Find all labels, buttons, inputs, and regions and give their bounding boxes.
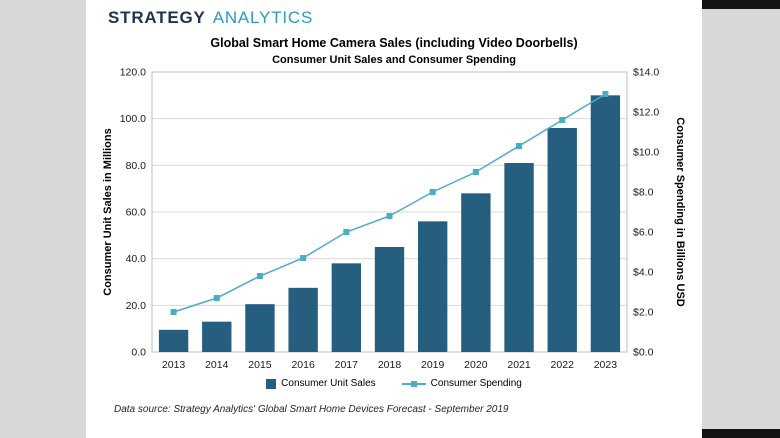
y-right-tick: $2.0: [633, 307, 654, 319]
chart-title: Global Smart Home Camera Sales (includin…: [210, 36, 578, 50]
brand-analytics: ANALYTICS: [212, 8, 314, 27]
bar-2018: [374, 247, 405, 352]
y-right-tick: $4.0: [633, 267, 654, 279]
x-tick-2021: 2021: [507, 359, 531, 371]
line-marker-2015: [256, 273, 263, 279]
bar-2023: [590, 95, 621, 352]
line-marker-2014: [213, 295, 220, 301]
y-left-tick: 80.0: [126, 160, 147, 172]
y-left-tick: 120.0: [120, 67, 146, 79]
bar-2015: [245, 304, 275, 352]
chart-plot-area: 0.0 20.0 40.0 60.0 80.0 100.0 120.0 $0.0 $2.0 $4.…: [120, 67, 660, 372]
y-right-tick: $10.0: [633, 147, 659, 159]
legend-item-spending: Consumer Spending: [401, 378, 522, 389]
x-tick-2022: 2022: [551, 359, 575, 371]
line-marker-2023: [602, 91, 609, 97]
x-tick-2019: 2019: [421, 359, 445, 371]
bar-2014: [202, 321, 232, 352]
legend-bar-swatch: [266, 378, 277, 389]
y-right-tick: $6.0: [633, 227, 654, 239]
x-tick-2015: 2015: [248, 359, 272, 371]
chart-legend: Consumer Unit Sales Consumer Spending: [86, 378, 702, 389]
bottom-right-dark-strip: [701, 429, 780, 438]
y-right-tick: $14.0: [633, 67, 659, 79]
line-marker-2022: [559, 117, 566, 123]
y-left-tick: 20.0: [126, 300, 147, 312]
x-tick-2018: 2018: [378, 359, 402, 371]
y-right-tick: $0.0: [633, 347, 654, 359]
data-source-note: Data source: Strategy Analytics' Global …: [114, 404, 509, 415]
x-tick-2013: 2013: [162, 359, 186, 371]
y-right-tick: $8.0: [633, 187, 654, 199]
x-tick-2016: 2016: [291, 359, 315, 371]
bar-2020: [461, 193, 491, 352]
chart-card: STRATEGY ANALYTICS Global Smart Home Came…: [86, 0, 702, 438]
chart-subtitle: Consumer Unit Sales and Consumer Spendin…: [272, 54, 516, 66]
bar-2016: [288, 287, 318, 352]
x-tick-2014: 2014: [205, 359, 229, 371]
bar-2013: [158, 329, 189, 352]
line-marker-2018: [386, 213, 393, 219]
brand-logo: STRATEGY ANALYTICS: [108, 8, 313, 28]
brand-strategy: STRATEGY: [108, 8, 206, 27]
y-left-tick: 60.0: [126, 207, 147, 219]
y-right-tick: $12.0: [633, 107, 659, 119]
x-tick-2017: 2017: [335, 359, 359, 371]
bar-2017: [331, 263, 361, 352]
bar-2019: [418, 221, 448, 352]
bar-2021: [504, 163, 534, 352]
bar-2022: [547, 128, 577, 352]
legend-item-unit-sales: Consumer Unit Sales: [266, 378, 376, 389]
line-marker-2021: [516, 143, 523, 149]
line-marker-2013: [170, 309, 177, 315]
line-marker-2019: [429, 189, 436, 195]
x-tick-2020: 2020: [464, 359, 488, 371]
legend-line-marker: [410, 380, 417, 387]
x-tick-2023: 2023: [594, 359, 618, 371]
top-right-dark-strip: [701, 0, 780, 9]
line-marker-2016: [300, 255, 307, 261]
y-left-tick: 0.0: [131, 347, 146, 359]
y-left-tick: 40.0: [126, 253, 147, 265]
legend-spending-label: Consumer Spending: [430, 378, 522, 389]
y-left-tick: 100.0: [120, 113, 146, 125]
line-marker-2020: [472, 169, 479, 175]
line-marker-2017: [343, 229, 350, 235]
legend-unit-sales-label: Consumer Unit Sales: [281, 378, 376, 389]
legend-line-swatch: [401, 380, 426, 387]
